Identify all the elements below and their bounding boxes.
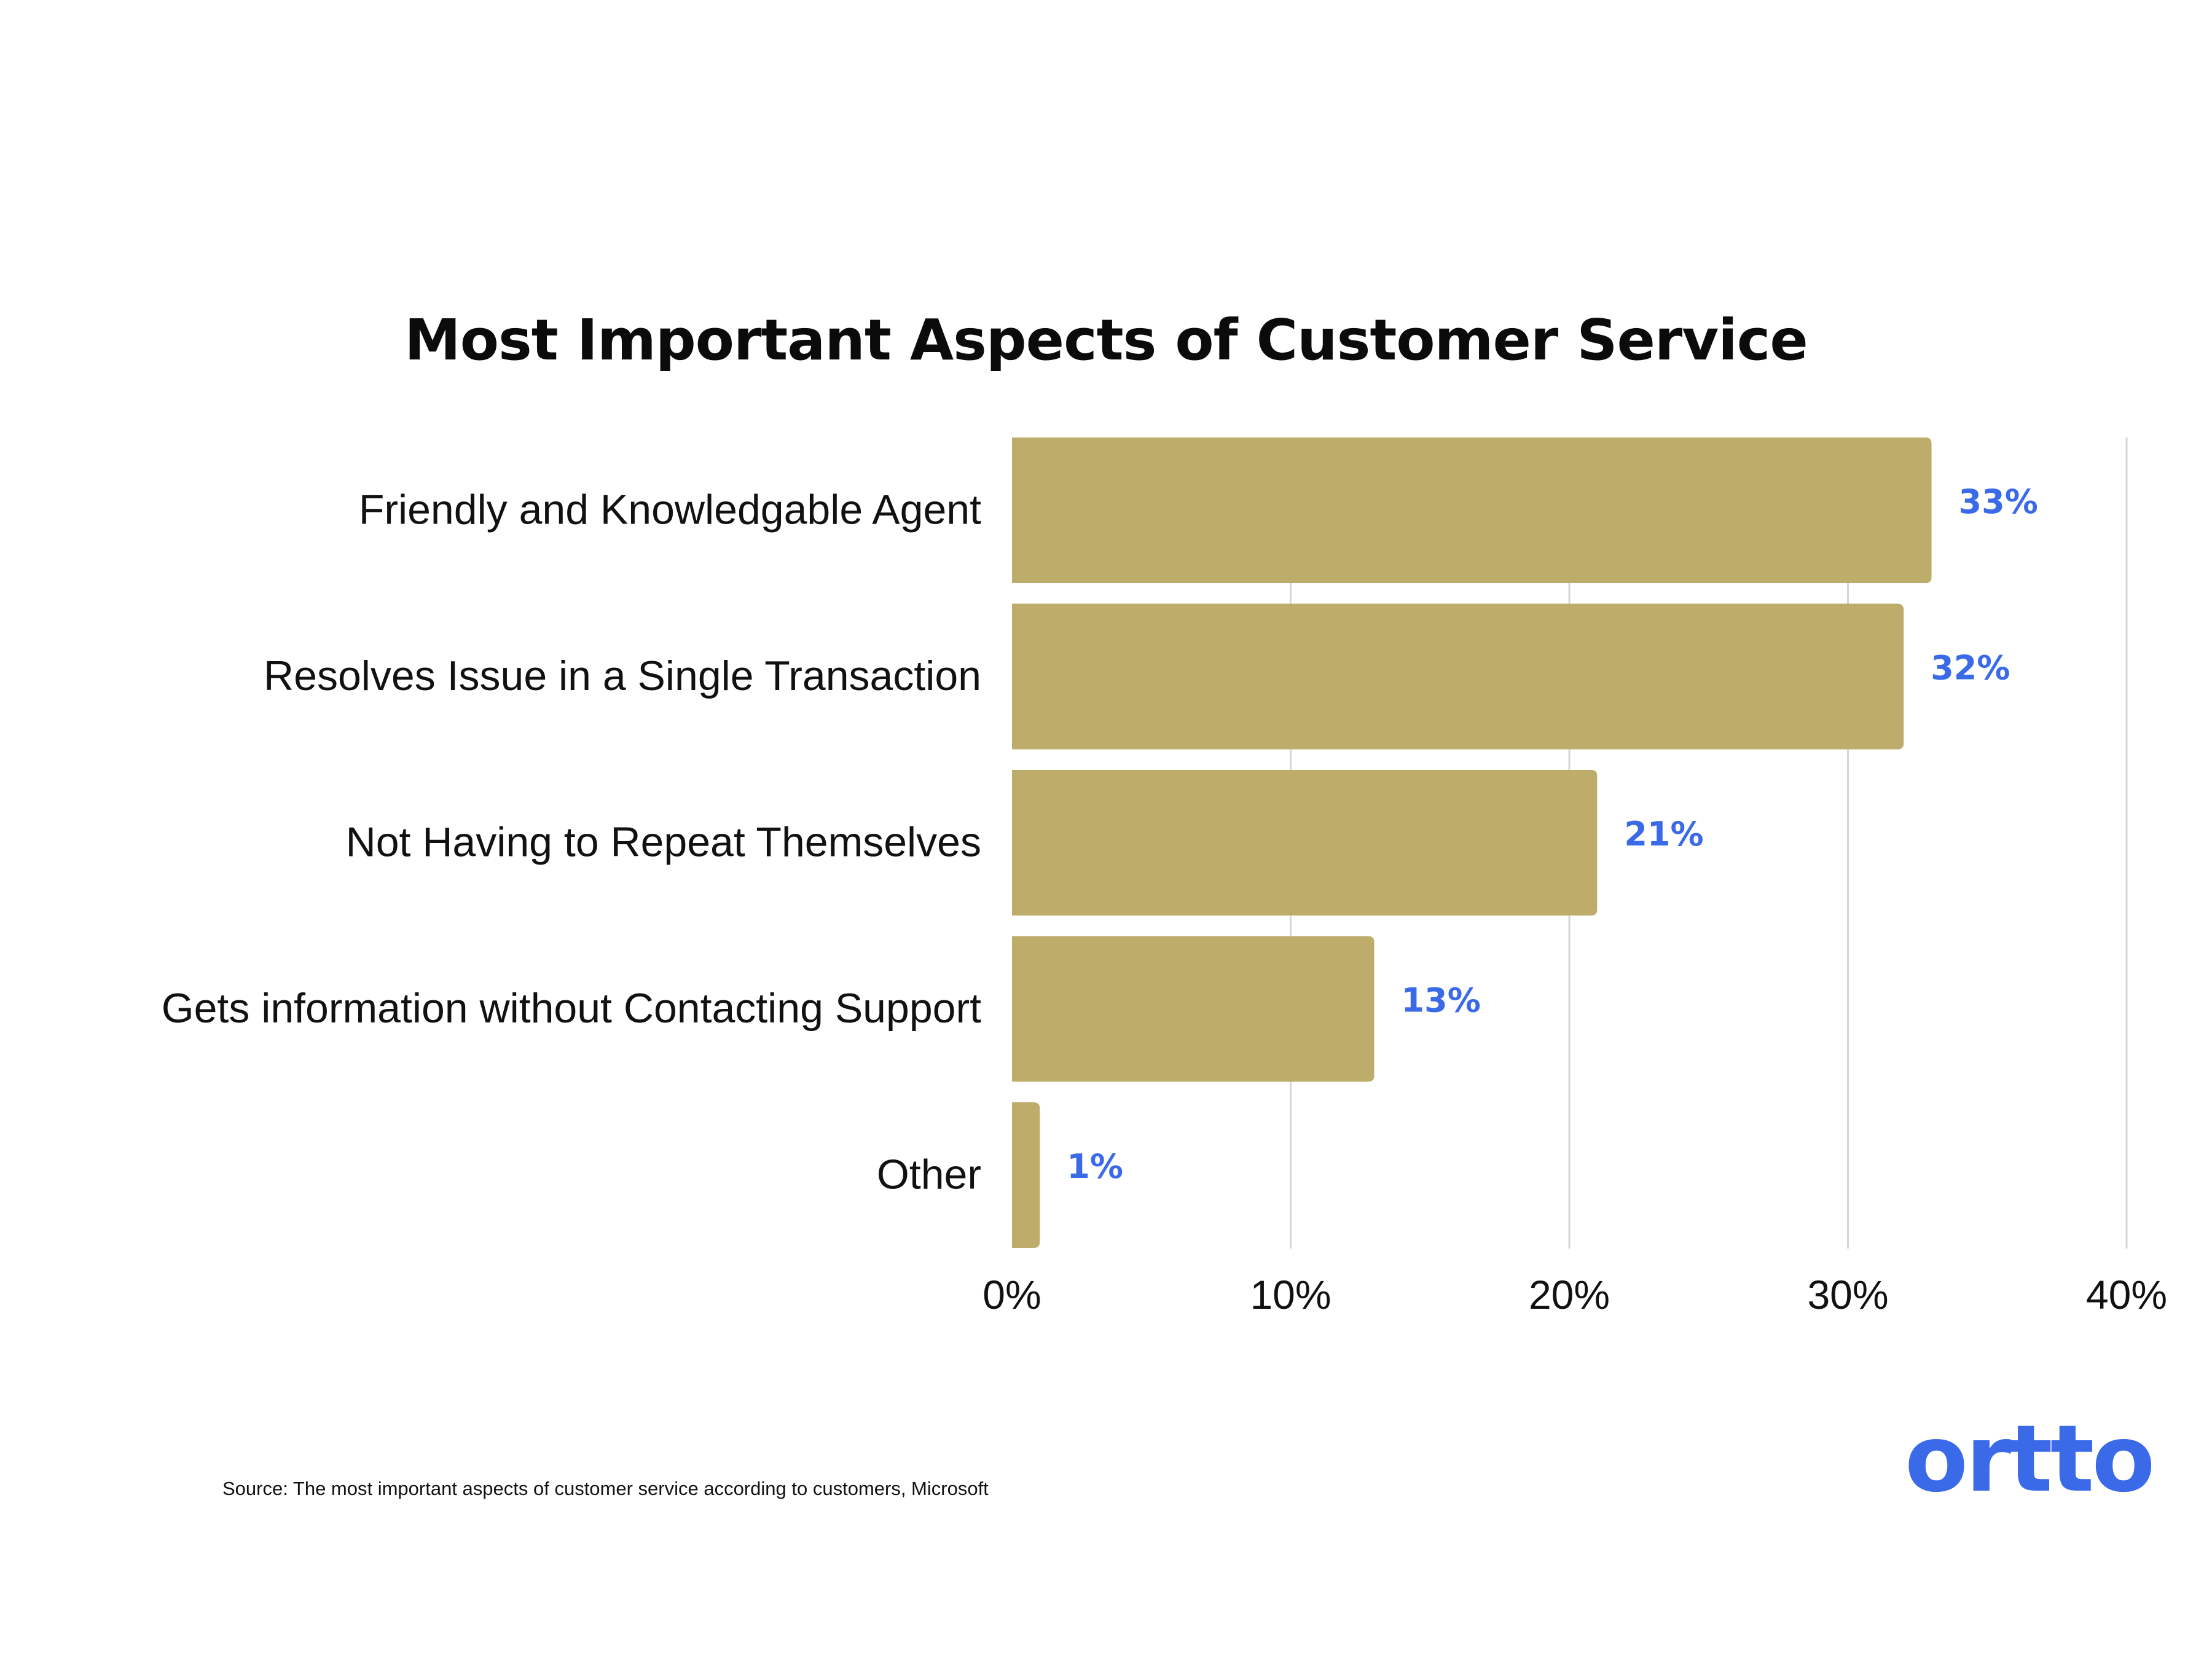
x-tick-label-10: 10% [1250,1272,1331,1317]
category-label-2: Resolves Issue in a Single Transaction [264,653,981,699]
value-label-2: 32% [1931,649,2010,688]
value-label-5: 1% [1067,1147,1123,1186]
value-label-1: 33% [1959,482,2038,521]
value-label-3: 21% [1624,815,1703,853]
value-label-4: 13% [1402,981,1481,1020]
x-tick-label-0: 0% [982,1272,1041,1317]
category-label-4: Gets information without Contacting Supp… [162,985,981,1032]
category-label-1: Friendly and Knowledgable Agent [359,486,981,533]
x-tick-label-30: 30% [1807,1272,1888,1317]
x-tick-label-40: 40% [2086,1272,2167,1317]
chart-title: Most Important Aspects of Customer Servi… [404,307,1808,373]
bar-2 [1012,603,1904,750]
bar-1 [1012,437,1932,583]
source-note: Source: The most important aspects of cu… [222,1478,989,1499]
ortto-logo: ortto [1905,1406,2155,1513]
logo-trademark: ™ [2119,1445,2128,1456]
bar-5 [1012,1102,1040,1248]
category-label-5: Other [877,1151,981,1198]
x-tick-label-20: 20% [1529,1272,1610,1317]
bar-4 [1012,936,1375,1082]
category-label-3: Not Having to Repeat Themselves [346,818,981,865]
bar-3 [1012,770,1598,916]
